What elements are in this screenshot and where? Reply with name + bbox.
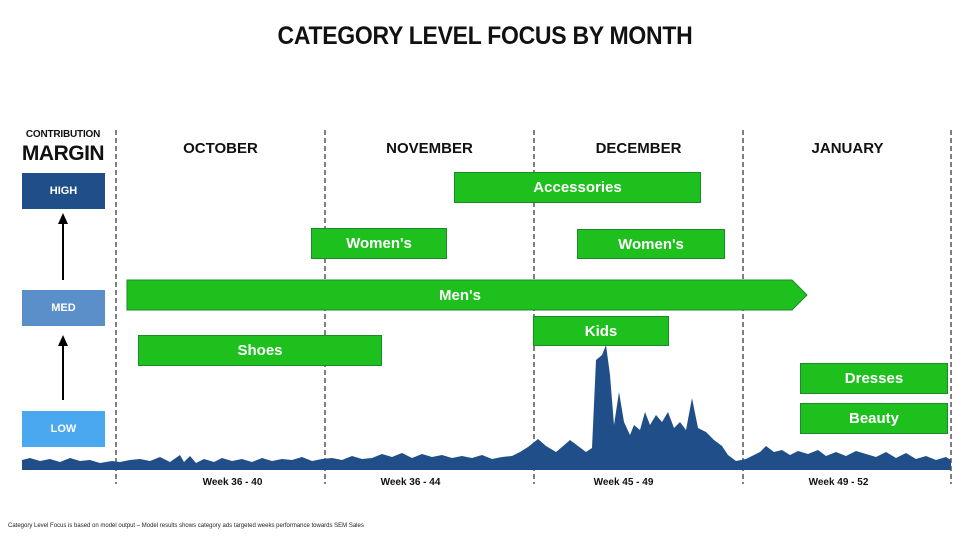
week-label: Week 36 - 44 bbox=[380, 477, 441, 488]
level-high: HIGH bbox=[22, 173, 105, 209]
axis-label-top: CONTRIBUTION bbox=[25, 129, 101, 140]
page-title: CATEGORY LEVEL FOCUS BY MONTH bbox=[277, 22, 693, 50]
week-label: Week 45 - 49 bbox=[593, 477, 654, 488]
month-header: OCTOBER bbox=[183, 140, 258, 157]
up-arrow-icon bbox=[58, 335, 68, 400]
category-bar-shoes: Shoes bbox=[138, 335, 382, 366]
month-header: JANUARY bbox=[811, 140, 884, 157]
month-header: DECEMBER bbox=[595, 140, 682, 157]
category-bar-mens: Men's bbox=[439, 286, 481, 304]
mens-bar-shape bbox=[126, 279, 808, 311]
axis-label-bottom: MARGIN bbox=[21, 142, 105, 165]
category-bar-kids: Kids bbox=[533, 316, 669, 346]
week-label: Week 36 - 40 bbox=[202, 477, 263, 488]
month-header: NOVEMBER bbox=[386, 140, 473, 157]
category-bar-accessories: Accessories bbox=[454, 172, 701, 203]
category-bar-womens: Women's bbox=[577, 229, 725, 259]
footnote: Category Level Focus is based on model o… bbox=[8, 523, 364, 529]
sales-area bbox=[22, 345, 951, 470]
week-label: Week 49 - 52 bbox=[808, 477, 869, 488]
up-arrow-icon bbox=[58, 213, 68, 280]
level-med: MED bbox=[22, 290, 105, 326]
category-bar-womens: Women's bbox=[311, 228, 447, 259]
category-bar-beauty: Beauty bbox=[800, 403, 948, 434]
level-low: LOW bbox=[22, 411, 105, 447]
category-bar-dresses: Dresses bbox=[800, 363, 948, 394]
